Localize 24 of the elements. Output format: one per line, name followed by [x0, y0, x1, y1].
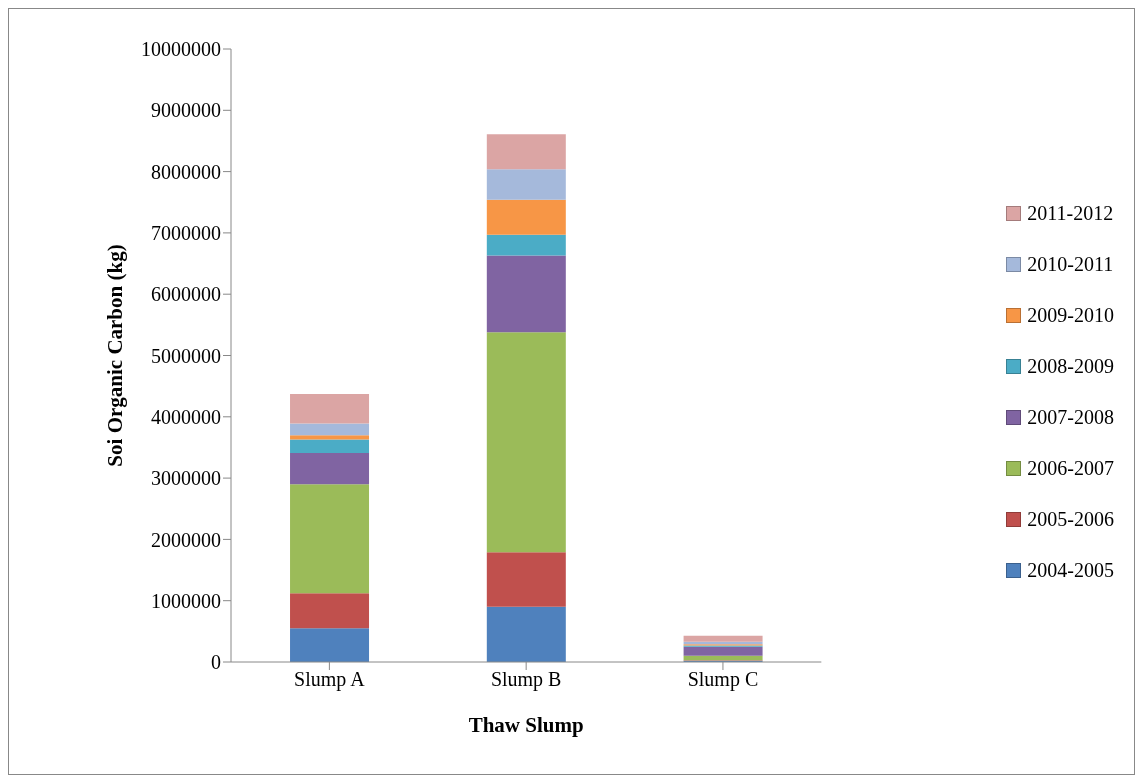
legend-label: 2005-2006	[1027, 507, 1114, 531]
legend-label: 2011-2012	[1027, 201, 1114, 225]
y-tick-label: 10000000	[141, 38, 221, 61]
y-tick-label: 8000000	[151, 160, 221, 183]
legend-label: 2006-2007	[1027, 456, 1114, 480]
y-tick-label: 3000000	[151, 467, 221, 490]
legend-label: 2010-2011	[1027, 252, 1114, 276]
legend-label: 2004-2005	[1027, 558, 1114, 582]
y-tick-label: 2000000	[151, 528, 221, 551]
y-tick-label: 0	[211, 651, 221, 674]
y-tick-label: 7000000	[151, 222, 221, 244]
y-tick-label: 4000000	[151, 405, 221, 428]
x-tick-label: Slump C	[687, 668, 759, 692]
y-tick-label: 1000000	[151, 589, 221, 612]
y-tick-label: 9000000	[151, 99, 221, 122]
y-axis-title: Soi Organic Carbon (kg)	[103, 244, 128, 467]
y-tick-label: 5000000	[151, 344, 221, 367]
legend-label: 2009-2010	[1027, 303, 1114, 327]
y-tick-label: 6000000	[151, 283, 221, 306]
legend-label: 2008-2009	[1027, 354, 1114, 378]
x-axis-title: Thaw Slump	[468, 713, 584, 737]
x-tick-label: Slump A	[294, 668, 366, 692]
legend-label: 2007-2008	[1027, 405, 1114, 429]
x-tick-label: Slump B	[490, 668, 562, 692]
